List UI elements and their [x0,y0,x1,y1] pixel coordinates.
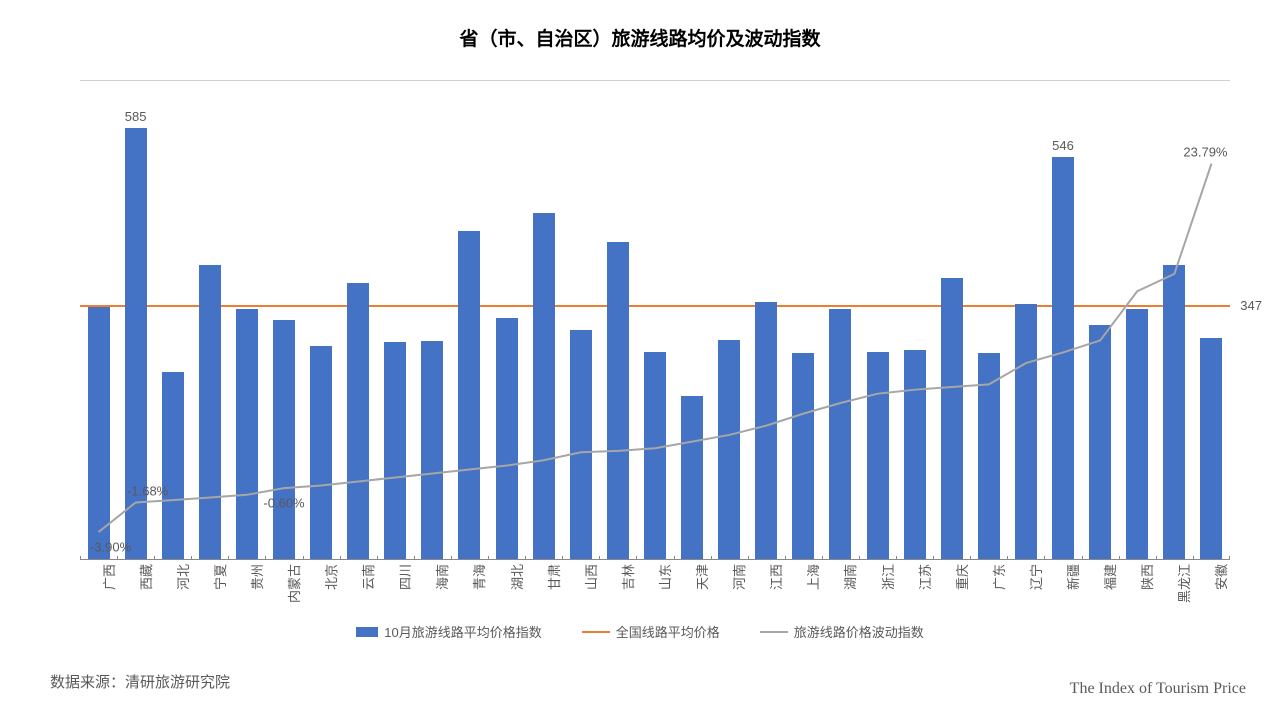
avg-line-end-label: 347 [1240,298,1262,313]
x-axis-category-label: 山西 [581,564,600,590]
x-axis-category-label: 广西 [99,564,118,590]
tick-mark [525,556,526,560]
fluct-point-label: -1.68% [127,484,168,499]
tick-mark [80,556,81,560]
tick-mark [451,556,452,560]
x-axis-category-label: 重庆 [952,564,971,590]
x-axis-category-label: 天津 [692,564,711,590]
x-axis-category-label: 上海 [803,564,822,590]
legend-avg: 全国线路平均价格 [582,622,720,641]
tick-mark [377,556,378,560]
x-axis-category-label: 甘肃 [544,564,563,590]
tick-mark [488,556,489,560]
x-axis-category-label: 安徽 [1211,564,1230,590]
tick-mark [414,556,415,560]
legend-line-label: 旅游线路价格波动指数 [794,622,924,641]
x-axis-category-label: 吉林 [618,564,637,590]
tick-mark [822,556,823,560]
x-axis-category-label: 辽宁 [1026,564,1045,590]
tick-mark [785,556,786,560]
x-axis-category-label: 四川 [395,564,414,590]
x-axis-category-label: 内蒙古 [284,564,303,603]
x-axis-category-label: 黑龙江 [1174,564,1193,603]
tick-mark [1082,556,1083,560]
x-axis-category-label: 北京 [321,564,340,590]
tick-mark [599,556,600,560]
tick-mark [748,556,749,560]
x-axis-category-label: 宁夏 [210,564,229,590]
tick-mark [265,556,266,560]
x-axis-category-label: 湖南 [840,564,859,590]
tick-mark [1007,556,1008,560]
fluct-point-label: 23.79% [1183,144,1227,159]
x-axis-category-label: 河北 [173,564,192,590]
tick-mark [228,556,229,560]
legend-avg-swatch [582,631,610,633]
tick-mark [636,556,637,560]
x-axis-category-label: 新疆 [1063,564,1082,590]
tick-mark [340,556,341,560]
fluctuation-line [80,81,1230,560]
fluct-point-label: -3.90% [90,540,131,555]
tick-mark [191,556,192,560]
legend-avg-label: 全国线路平均价格 [616,622,720,641]
tick-mark [1119,556,1120,560]
x-axis-category-label: 青海 [469,564,488,590]
tick-mark [970,556,971,560]
x-axis-baseline [80,559,1230,560]
x-axis-category-label: 江苏 [915,564,934,590]
tick-mark [896,556,897,560]
tick-mark [562,556,563,560]
x-axis-category-label: 云南 [358,564,377,590]
x-axis-category-label: 贵州 [247,564,266,590]
tick-mark [933,556,934,560]
legend-line-swatch [760,631,788,633]
tick-mark [117,556,118,560]
x-axis-category-label: 浙江 [878,564,897,590]
legend: 10月旅游线路平均价格指数 全国线路平均价格 旅游线路价格波动指数 [0,622,1280,641]
x-axis-category-label: 福建 [1100,564,1119,590]
tick-mark [303,556,304,560]
tick-mark [1156,556,1157,560]
fluct-point-label: -0.60% [263,496,304,511]
x-axis-category-label: 海南 [432,564,451,590]
legend-bar-swatch [356,627,378,637]
data-source-label: 数据来源：清研旅游研究院 [50,671,230,692]
tick-mark [1044,556,1045,560]
legend-line: 旅游线路价格波动指数 [760,622,924,641]
x-axis-category-label: 江西 [766,564,785,590]
chart-plot-area: 585546 347 -3.90%-0.60%23.79%-1.68% [80,80,1230,560]
x-axis-category-label: 广东 [989,564,1008,590]
tick-mark [674,556,675,560]
x-axis-category-label: 陕西 [1137,564,1156,590]
legend-bar: 10月旅游线路平均价格指数 [356,622,541,641]
tick-mark [154,556,155,560]
tick-mark [1193,556,1194,560]
x-axis-category-label: 河南 [729,564,748,590]
legend-bar-label: 10月旅游线路平均价格指数 [384,622,541,641]
footer-brand-label: The Index of Tourism Price [1070,680,1246,698]
tick-mark [859,556,860,560]
chart-title: 省（市、自治区）旅游线路均价及波动指数 [0,0,1280,51]
x-axis-category-label: 西藏 [136,564,155,590]
x-axis-category-label: 山东 [655,564,674,590]
tick-mark [711,556,712,560]
x-axis-category-label: 湖北 [507,564,526,590]
